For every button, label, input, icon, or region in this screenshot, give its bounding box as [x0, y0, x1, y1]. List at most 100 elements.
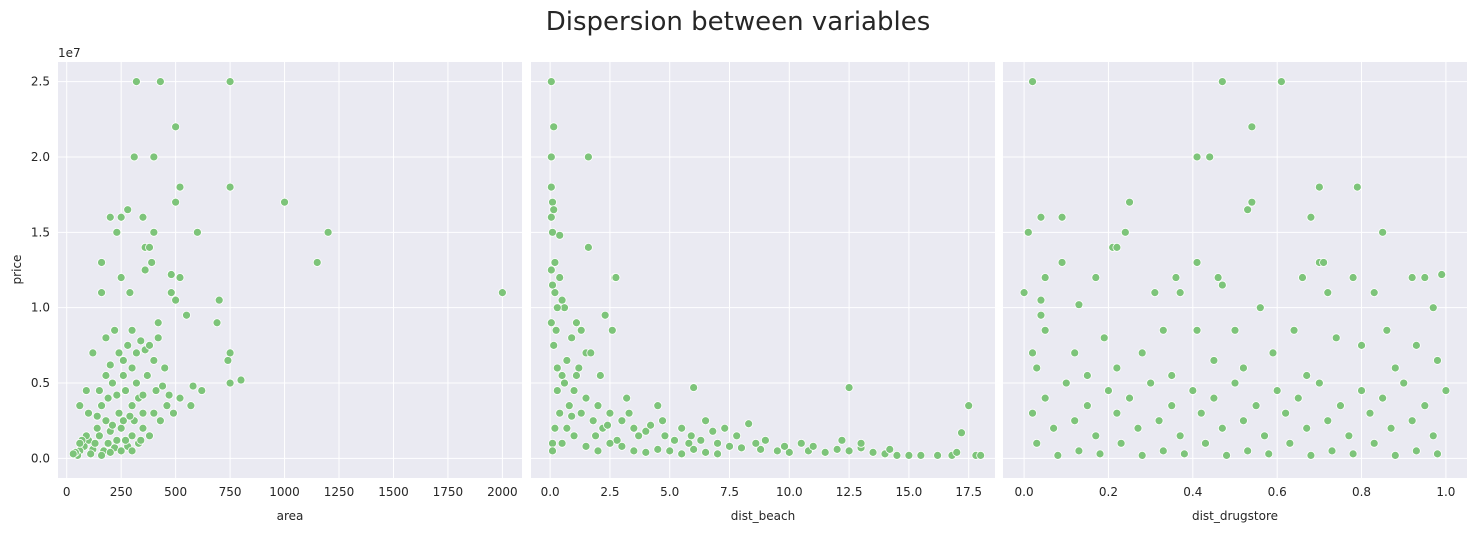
data-point: [708, 426, 718, 436]
data-point: [186, 401, 196, 411]
data-point: [1407, 416, 1417, 426]
data-point: [121, 386, 130, 395]
x-tick-label: 15.0: [896, 485, 923, 499]
data-point: [1323, 288, 1333, 298]
data-point: [904, 450, 914, 460]
data-point: [175, 273, 185, 282]
data-point: [1428, 303, 1438, 313]
data-point: [689, 444, 699, 454]
data-point: [557, 371, 567, 380]
y-tick-label: 2.0: [31, 150, 50, 164]
data-point: [147, 258, 157, 267]
scatter-panel-area: 0 250 500 750 1000 1250 1500 1750 2000 0.0 0.5 1.0 1…: [31, 62, 522, 523]
data-point: [629, 423, 639, 433]
data-point: [1386, 423, 1396, 433]
x-tick-label: 1250: [324, 485, 355, 499]
data-point: [1382, 325, 1392, 335]
data-point: [1327, 446, 1337, 456]
data-point: [162, 401, 172, 411]
x-tick-label: 1.0: [1436, 485, 1455, 499]
data-point: [1175, 288, 1185, 298]
data-point: [780, 441, 789, 451]
data-point: [108, 378, 117, 388]
data-point: [1057, 258, 1067, 267]
data-point: [832, 444, 842, 454]
data-point: [576, 325, 586, 335]
data-point: [1352, 182, 1362, 192]
data-point: [1099, 333, 1109, 343]
data-point: [605, 438, 615, 448]
data-point: [549, 122, 559, 132]
data-point: [164, 390, 174, 400]
data-point: [653, 444, 663, 454]
data-point: [611, 273, 621, 282]
data-point: [1120, 227, 1130, 237]
data-point: [837, 435, 847, 445]
data-point: [1260, 431, 1269, 441]
data-point: [149, 356, 159, 365]
data-point: [557, 438, 567, 448]
data-point: [118, 371, 128, 380]
data-point: [1137, 450, 1147, 460]
data-point: [546, 212, 556, 222]
data-point: [166, 270, 176, 279]
data-point: [607, 325, 617, 335]
data-point: [572, 318, 581, 328]
data-point: [84, 408, 93, 418]
y-offset-label: 1e7: [58, 46, 81, 60]
data-point: [549, 205, 559, 215]
data-point: [1137, 348, 1147, 358]
data-point: [118, 356, 128, 365]
data-point: [756, 444, 766, 454]
data-point: [1268, 348, 1278, 358]
data-point: [555, 273, 565, 282]
data-point: [116, 273, 126, 282]
data-point: [1158, 446, 1168, 456]
data-point: [1217, 280, 1227, 290]
data-point: [732, 431, 742, 441]
data-point: [149, 408, 159, 418]
data-point: [223, 356, 233, 365]
data-point: [701, 416, 710, 426]
data-point: [584, 152, 593, 162]
data-point: [581, 441, 591, 451]
data-point: [1061, 378, 1071, 388]
data-point: [1378, 393, 1388, 403]
data-point: [856, 438, 866, 448]
x-tick-label: 1750: [433, 485, 464, 499]
data-point: [75, 438, 85, 448]
data-point: [550, 288, 560, 298]
data-point: [1167, 401, 1177, 411]
data-point: [1247, 122, 1257, 132]
data-point: [677, 423, 687, 433]
data-point: [123, 340, 133, 350]
data-point: [646, 420, 655, 430]
data-point: [123, 205, 133, 215]
data-point: [1357, 386, 1366, 395]
data-point: [562, 423, 572, 433]
x-tick-label: 250: [110, 485, 133, 499]
data-point: [696, 435, 706, 445]
data-point: [885, 444, 895, 454]
data-point: [1407, 273, 1417, 282]
data-point: [182, 310, 191, 320]
data-point: [586, 348, 596, 358]
data-point: [560, 378, 569, 388]
data-point: [1243, 205, 1253, 215]
data-point: [158, 381, 167, 391]
data-point: [820, 447, 830, 457]
data-point: [1146, 378, 1156, 388]
data-point: [160, 363, 170, 373]
data-point: [116, 446, 126, 456]
data-point: [132, 378, 141, 388]
data-point: [591, 431, 600, 441]
data-point: [1243, 446, 1253, 456]
data-point: [660, 431, 670, 441]
data-point: [617, 416, 627, 426]
data-point: [572, 371, 581, 380]
data-point: [114, 408, 124, 418]
data-point: [952, 447, 962, 457]
data-point: [1433, 356, 1442, 365]
data-point: [665, 446, 675, 456]
data-point: [1192, 258, 1202, 267]
